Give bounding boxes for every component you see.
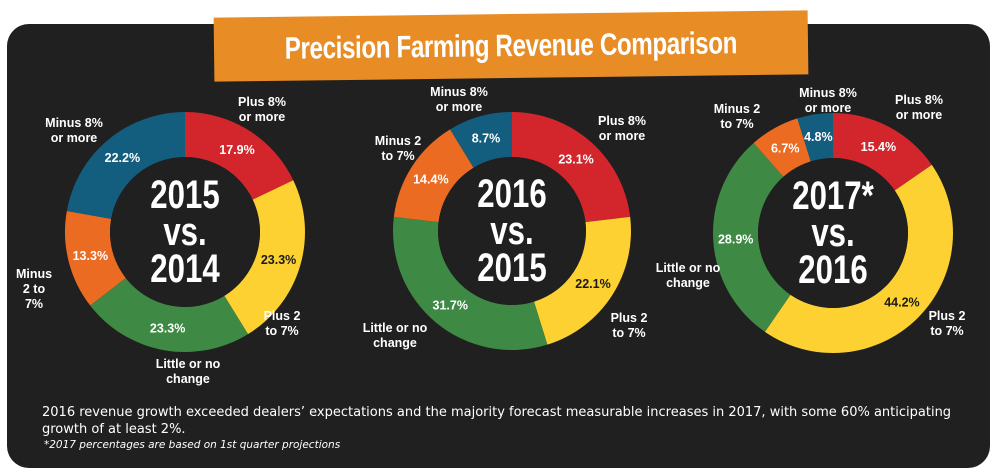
value-label-minus-8: 4.8% (804, 130, 833, 144)
value-label-plus-2-7: 22.1% (575, 277, 610, 291)
category-label-plus-2-7: Plus 2 to 7% (611, 311, 648, 340)
caption: 2016 revenue growth exceeded dealers’ ex… (42, 405, 952, 437)
value-label-minus-2-7: 14.4% (413, 172, 448, 186)
category-label-line: change (373, 336, 417, 350)
category-label-line: or more (599, 129, 646, 143)
value-label-plus-8: 15.4% (861, 140, 896, 154)
category-label-plus-2-7: Plus 2 to 7% (264, 309, 301, 338)
donut-hole (110, 157, 260, 307)
category-label-line: Plus 8% (598, 114, 646, 128)
value-label-minus-8: 8.7% (472, 132, 501, 146)
category-label-little-change: Little or no change (656, 261, 721, 290)
footnote: *2017 percentages are based on 1st quart… (44, 439, 341, 451)
category-label-line: or more (51, 131, 98, 145)
category-label-line: Minus 8% (430, 85, 488, 99)
category-label-minus-2-7: Minus 2 to 7% (16, 267, 52, 311)
donut-slice-minus-8 (797, 113, 833, 162)
donut-slice-minus-8 (66, 112, 185, 219)
donut-hole (758, 158, 908, 308)
donut-slice-plus-2-7 (224, 180, 305, 335)
center-label-line: 2015 (150, 172, 219, 217)
category-label-plus-8: Plus 8% or more (238, 95, 286, 124)
category-label-line: to 7% (930, 324, 963, 338)
category-label-line: Plus 2 (929, 309, 966, 323)
category-label-plus-8: Plus 8% or more (598, 114, 646, 143)
value-label-minus-8: 22.2% (105, 151, 140, 165)
category-label-line: Minus (16, 267, 52, 281)
category-label-minus-8: Minus 8% or more (430, 85, 488, 114)
category-label-line: Minus 8% (45, 116, 103, 130)
donut-slice-minus-2-7 (65, 210, 126, 306)
category-label-line: to 7% (720, 117, 753, 131)
center-label-line: vs. (490, 208, 533, 253)
value-label-plus-2-7: 44.2% (884, 295, 919, 309)
donut-slice-plus-8 (833, 113, 932, 191)
donut-slice-minus-2-7 (753, 118, 811, 177)
category-label-line: change (666, 276, 710, 290)
category-label-minus-2-7: Minus 2 to 7% (375, 134, 422, 163)
value-label-minus-2-7: 13.3% (73, 249, 108, 263)
donut-slice-little-change (712, 142, 791, 332)
donut-slice-minus-2-7 (393, 129, 474, 223)
category-label-plus-2-7: Plus 2 to 7% (929, 309, 966, 338)
donut-slice-plus-2-7 (764, 164, 954, 353)
category-label-line: Minus 8% (799, 86, 857, 100)
category-label-line: to 7% (381, 149, 414, 163)
category-label-minus-2-7: Minus 2 to 7% (714, 102, 761, 131)
category-label-little-change: Little or no change (363, 321, 428, 350)
category-label-line: Plus 8% (238, 95, 286, 109)
category-label-line: Little or no (656, 261, 721, 275)
value-label-plus-8: 17.9% (219, 143, 254, 157)
category-label-line: or more (436, 100, 483, 114)
value-label-little-change: 23.3% (150, 321, 185, 335)
donut-slice-little-change (90, 277, 249, 352)
category-label-line: 2 to (23, 282, 46, 296)
value-label-minus-2-7: 6.7% (771, 142, 800, 156)
center-label-line: 2016 (477, 171, 546, 216)
value-label-plus-8: 23.1% (558, 152, 593, 166)
category-label-line: or more (805, 101, 852, 115)
center-label-line: 2017* (792, 173, 874, 218)
center-label-line: vs. (163, 209, 206, 254)
category-label-minus-8: Minus 8% or more (799, 86, 857, 115)
value-label-little-change: 28.9% (718, 232, 753, 246)
donut-slice-plus-2-7 (533, 216, 631, 345)
category-label-line: Plus 2 (611, 311, 648, 325)
category-label-line: 7% (25, 297, 43, 311)
category-label-line: Minus 2 (714, 102, 761, 116)
category-label-line: to 7% (612, 326, 645, 340)
category-label-plus-8: Plus 8% or more (895, 93, 943, 122)
center-label-line: vs. (811, 210, 854, 255)
center-label-line: 2015 (477, 245, 546, 290)
donut-slice-plus-8 (185, 112, 294, 200)
value-label-little-change: 31.7% (433, 299, 468, 313)
category-label-line: Plus 2 (264, 309, 301, 323)
category-label-line: to 7% (265, 324, 298, 338)
donut-chart-3: 15.4% 44.2% 28.9% 6.7% 4.8% 2017*vs.2016 Plus … (656, 86, 966, 353)
category-label-line: or more (239, 110, 286, 124)
donut-slice-little-change (393, 216, 548, 351)
category-label-line: Little or no (156, 357, 221, 371)
center-label-line: 2016 (798, 247, 867, 292)
center-label-line: 2014 (150, 246, 219, 291)
donut-hole (438, 157, 586, 305)
category-label-line: Minus 2 (375, 134, 422, 148)
value-label-plus-2-7: 23.3% (261, 253, 296, 267)
category-label-line: Plus 8% (895, 93, 943, 107)
category-label-line: Little or no (363, 321, 428, 335)
category-label-minus-8: Minus 8% or more (45, 116, 103, 145)
category-label-line: change (166, 372, 210, 386)
donut-slice-plus-8 (512, 112, 631, 223)
category-label-little-change: Little or no change (156, 357, 221, 386)
category-label-line: or more (896, 108, 943, 122)
donut-slice-minus-8 (450, 112, 512, 168)
